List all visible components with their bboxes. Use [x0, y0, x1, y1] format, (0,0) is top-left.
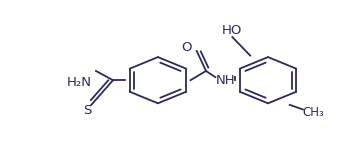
Text: S: S: [83, 104, 92, 117]
Text: H₂N: H₂N: [66, 76, 91, 89]
Text: NH: NH: [215, 74, 235, 87]
Text: HO: HO: [222, 24, 243, 37]
Text: CH₃: CH₃: [302, 106, 324, 119]
Text: O: O: [181, 41, 192, 54]
